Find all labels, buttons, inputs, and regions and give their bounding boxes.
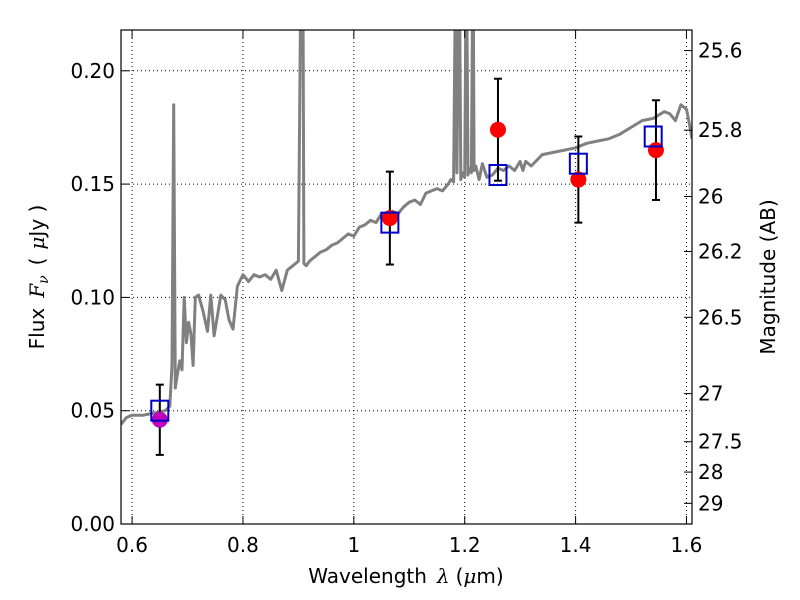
error-bars bbox=[155, 77, 660, 456]
grid bbox=[121, 30, 692, 525]
x-tick-label: 0.6 bbox=[116, 533, 148, 557]
right-tick-label: 29 bbox=[698, 491, 723, 515]
axis-ticks bbox=[121, 30, 692, 525]
plot-frame bbox=[120, 29, 693, 525]
y-tick-label: 0.15 bbox=[70, 172, 115, 196]
model-photometry-boxes bbox=[150, 125, 663, 422]
x-tick-label: 1.4 bbox=[560, 533, 592, 557]
right-tick-label: 26.5 bbox=[698, 305, 743, 329]
model-spectrum bbox=[121, 30, 692, 426]
y-tick-label: 0.10 bbox=[70, 285, 115, 309]
right-tick-label: 25.6 bbox=[698, 39, 743, 63]
model-point-box bbox=[380, 211, 400, 234]
y-tick-label: 0.20 bbox=[70, 59, 115, 83]
right-tick-label: 27.5 bbox=[698, 430, 743, 454]
y-tick-label: 0.00 bbox=[70, 512, 115, 536]
x-tick-label: 1 bbox=[347, 533, 360, 557]
model-point-box bbox=[568, 152, 588, 175]
model-point-box bbox=[488, 164, 508, 187]
right-tick-label: 28 bbox=[698, 460, 723, 484]
x-axis-label: Wavelength λ (μm) bbox=[308, 564, 503, 588]
observed-point bbox=[381, 210, 398, 227]
x-tick-label: 1.6 bbox=[671, 533, 703, 557]
observed-points bbox=[151, 121, 664, 428]
spectrum-line bbox=[121, 30, 692, 426]
x-tick-label: 1.2 bbox=[449, 533, 481, 557]
tick-labels: 0.6 0.8 1 1.2 1.4 1.6 0.00 0.05 0.10 0.15 0.20 25.6… bbox=[70, 39, 742, 557]
observed-point bbox=[489, 121, 506, 138]
y-axis-label: FluxFν(μJy ) bbox=[25, 205, 52, 350]
right-tick-label: 25.8 bbox=[698, 118, 743, 142]
x-tick-label: 0.8 bbox=[227, 533, 259, 557]
y-tick-label: 0.05 bbox=[70, 399, 115, 423]
right-tick-label: 26 bbox=[698, 184, 723, 208]
right-axis-label: Magnitude (AB) bbox=[756, 199, 780, 354]
model-point-box bbox=[150, 399, 170, 422]
right-tick-label: 27 bbox=[698, 382, 723, 406]
observed-point bbox=[570, 171, 587, 188]
right-tick-label: 26.2 bbox=[698, 240, 743, 264]
model-point-box bbox=[643, 125, 663, 148]
